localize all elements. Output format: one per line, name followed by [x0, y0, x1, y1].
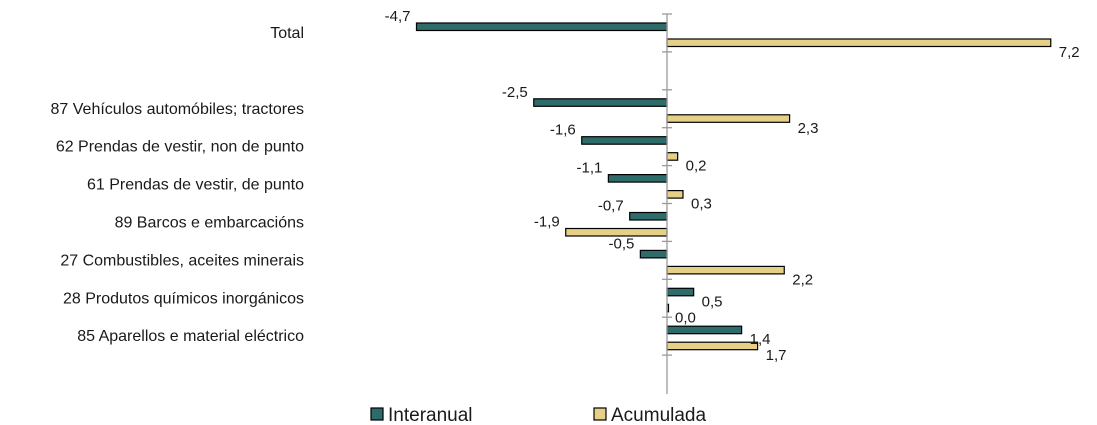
bar-interanual	[581, 136, 668, 145]
bar-acumulada	[666, 190, 684, 199]
legend: Interanual Acumulada	[370, 405, 706, 425]
bar-interanual	[666, 287, 695, 297]
category-label: Total	[270, 25, 304, 42]
category-label: 28 Produtos químicos inorgánicos	[63, 290, 304, 307]
bar-interanual	[607, 174, 668, 183]
bar-interanual	[639, 249, 668, 259]
value-label-acumulada: 0,0	[675, 309, 696, 326]
value-label-interanual: -0,7	[598, 198, 624, 215]
value-label-interanual: -1,1	[577, 160, 603, 177]
category-label: 27 Combustibles, aceites minerais	[60, 252, 304, 269]
value-label-acumulada: 0,3	[691, 196, 712, 213]
category-label: 89 Barcos e embarcacións	[115, 215, 304, 232]
bar-acumulada	[666, 152, 679, 161]
value-label-interanual: -2,5	[502, 84, 528, 101]
bar-acumulada	[666, 38, 1052, 48]
value-labels: -4,7 7,2 -2,5 2,3 -1,6 0,2 -1,1 0,3 -0,7 -1,9 -0,5…	[385, 8, 1080, 364]
category-label: 61 Prendas de vestir, de punto	[87, 177, 304, 194]
bar-acumulada	[666, 114, 791, 123]
category-label: 62 Prendas de vestir, non de punto	[56, 139, 304, 156]
value-label-acumulada: 7,2	[1059, 44, 1080, 61]
value-label-acumulada: 2,3	[798, 120, 819, 137]
value-label-acumulada: 0,2	[686, 158, 707, 175]
category-labels: Total 87 Vehículos automóbiles; tractores…	[51, 25, 305, 345]
bar-interanual	[533, 98, 668, 107]
bars	[415, 22, 1052, 351]
value-label-interanual: -4,7	[385, 8, 411, 25]
value-label-acumulada: 1,7	[766, 347, 787, 364]
category-label: 85 Aparellos e material eléctrico	[77, 328, 304, 345]
legend-swatch-acumulada	[593, 407, 607, 421]
value-label-acumulada: -1,9	[534, 214, 560, 231]
legend-label-acumulada: Acumulada	[611, 405, 706, 425]
bar-interanual	[666, 325, 743, 335]
bar-interanual	[629, 211, 668, 221]
value-label-acumulada: 2,2	[792, 271, 813, 288]
bar-interanual	[415, 22, 668, 32]
bar-acumulada	[666, 341, 759, 351]
category-label: 87 Vehículos automóbiles; tractores	[51, 101, 304, 118]
legend-label-interanual: Interanual	[388, 405, 473, 425]
value-label-interanual: -0,5	[608, 235, 634, 252]
bar-acumulada	[666, 265, 785, 275]
value-label-interanual: 0,5	[702, 293, 723, 310]
legend-swatch-interanual	[370, 407, 384, 421]
value-label-interanual: -1,6	[550, 122, 576, 139]
value-axis	[662, 13, 672, 394]
value-label-interanual: 1,4	[750, 331, 771, 348]
